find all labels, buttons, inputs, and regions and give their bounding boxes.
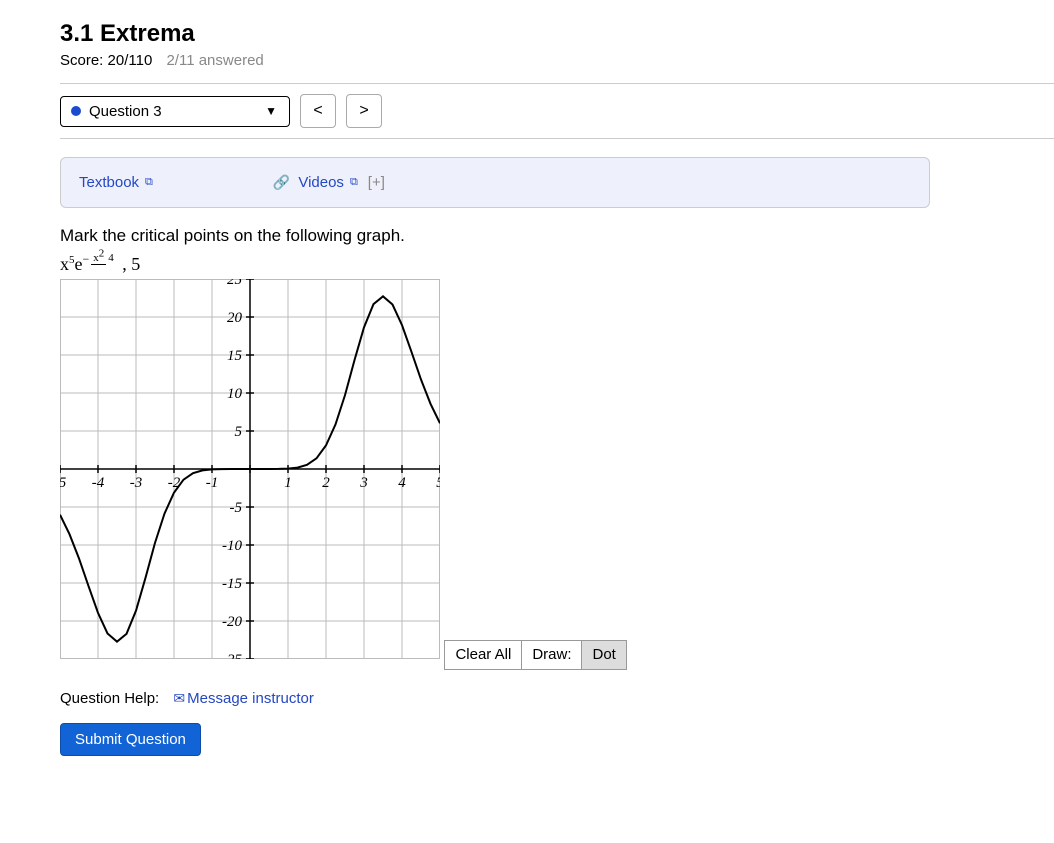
svg-text:-4: -4: [92, 475, 105, 491]
graph-canvas[interactable]: -5 -4 -3 -2 -1 1 2 3 4 5 -25 -20 -15 -10 -5 5 10 15 20 25: [60, 279, 440, 659]
question-select[interactable]: Question 3 ▼: [60, 96, 290, 127]
divider-nav: [60, 138, 1054, 139]
textbook-link[interactable]: Textbook ⧉: [79, 174, 153, 191]
svg-text:-10: -10: [222, 538, 242, 554]
submit-button[interactable]: Submit Question: [60, 723, 201, 756]
svg-text:-5: -5: [60, 475, 67, 491]
resources-bar: Textbook ⧉ 🔗 Videos ⧉ [+]: [60, 157, 930, 208]
svg-text:10: 10: [227, 386, 243, 402]
svg-text:5: 5: [436, 475, 440, 491]
svg-text:-2: -2: [168, 475, 181, 491]
videos-label: Videos: [298, 174, 344, 191]
page-title: 3.1 Extrema: [60, 20, 1054, 48]
score-value: Score: 20/110: [60, 52, 152, 69]
svg-text:15: 15: [227, 348, 243, 364]
svg-text:-3: -3: [130, 475, 143, 491]
graph-area: -5 -4 -3 -2 -1 1 2 3 4 5 -25 -20 -15 -10 -5 5 10 15 20 25 C…: [60, 279, 627, 670]
svg-text:25: 25: [227, 279, 243, 288]
videos-link[interactable]: 🔗 Videos ⧉ [+]: [273, 174, 385, 191]
answered-value: 2/11 answered: [166, 52, 263, 69]
svg-text:4: 4: [398, 475, 406, 491]
mail-icon: ✉: [173, 690, 185, 706]
question-select-label: Question 3: [89, 103, 162, 120]
dot-tool-button[interactable]: Dot: [582, 641, 625, 669]
message-instructor-label: Message instructor: [187, 690, 314, 707]
clear-all-button[interactable]: Clear All: [445, 641, 522, 669]
question-prompt: Mark the critical points on the followin…: [60, 226, 1054, 246]
svg-text:-1: -1: [206, 475, 219, 491]
svg-text:-5: -5: [230, 500, 243, 516]
paperclip-icon: 🔗: [273, 174, 290, 191]
svg-text:-15: -15: [222, 576, 242, 592]
question-help: Question Help: ✉Message instructor: [60, 690, 1054, 707]
next-question-button[interactable]: >: [346, 94, 382, 128]
textbook-label: Textbook: [79, 174, 139, 191]
external-link-icon: ⧉: [145, 176, 153, 189]
external-link-icon: ⧉: [350, 176, 358, 189]
svg-text:5: 5: [235, 424, 243, 440]
question-nav: Question 3 ▼ < >: [60, 84, 1054, 138]
svg-text:-25: -25: [222, 652, 242, 659]
svg-text:3: 3: [359, 475, 368, 491]
svg-text:20: 20: [227, 310, 243, 326]
svg-text:1: 1: [284, 475, 292, 491]
message-instructor-link[interactable]: ✉Message instructor: [173, 690, 313, 707]
chevron-down-icon: ▼: [265, 104, 277, 118]
draw-label: Draw:: [522, 641, 582, 669]
svg-text:2: 2: [322, 475, 330, 491]
question-formula: x5e−x24 , 5: [60, 252, 1054, 275]
svg-text:-20: -20: [222, 614, 242, 630]
expand-videos[interactable]: [+]: [368, 174, 385, 191]
prev-question-button[interactable]: <: [300, 94, 336, 128]
score-line: Score: 20/110 2/11 answered: [60, 52, 1054, 69]
help-label: Question Help:: [60, 690, 159, 707]
status-dot-icon: [71, 106, 81, 116]
draw-toolbar: Clear All Draw: Dot: [444, 640, 626, 670]
